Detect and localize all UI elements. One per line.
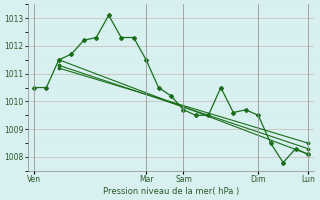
X-axis label: Pression niveau de la mer( hPa ): Pression niveau de la mer( hPa ): [103, 187, 239, 196]
